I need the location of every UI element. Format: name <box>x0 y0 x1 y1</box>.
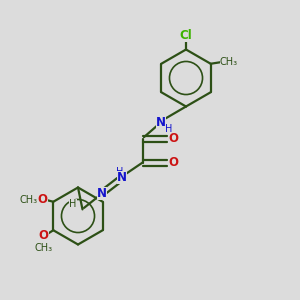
Text: CH₃: CH₃ <box>35 243 53 253</box>
Text: N: N <box>97 187 107 200</box>
Text: O: O <box>38 193 47 206</box>
Text: H: H <box>69 199 76 209</box>
Text: CH₃: CH₃ <box>19 195 37 205</box>
Text: O: O <box>39 229 49 242</box>
Text: CH₃: CH₃ <box>220 57 238 67</box>
Text: H: H <box>116 167 124 177</box>
Text: O: O <box>168 132 178 145</box>
Text: O: O <box>168 156 178 169</box>
Text: Cl: Cl <box>180 28 192 42</box>
Text: H: H <box>165 124 172 134</box>
Text: N: N <box>155 116 166 129</box>
Text: N: N <box>116 171 127 184</box>
